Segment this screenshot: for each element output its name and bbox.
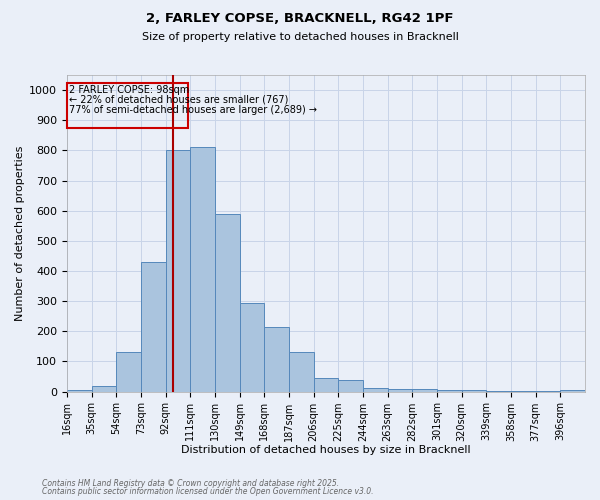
Bar [314, 378, 338, 392]
Text: Contains HM Land Registry data © Crown copyright and database right 2025.: Contains HM Land Registry data © Crown c… [42, 478, 339, 488]
Bar [92, 386, 116, 392]
Bar [487, 391, 511, 392]
Text: 2, FARLEY COPSE, BRACKNELL, RG42 1PF: 2, FARLEY COPSE, BRACKNELL, RG42 1PF [146, 12, 454, 26]
Text: 77% of semi-detached houses are larger (2,689) →: 77% of semi-detached houses are larger (… [70, 104, 317, 115]
Y-axis label: Number of detached properties: Number of detached properties [15, 146, 25, 321]
Bar [264, 327, 289, 392]
Text: ← 22% of detached houses are smaller (767): ← 22% of detached houses are smaller (76… [70, 95, 289, 105]
Bar [67, 83, 188, 128]
Bar [141, 262, 166, 392]
Bar [239, 302, 264, 392]
X-axis label: Distribution of detached houses by size in Bracknell: Distribution of detached houses by size … [181, 445, 471, 455]
Bar [437, 390, 461, 392]
Bar [363, 388, 388, 392]
Bar [190, 148, 215, 392]
Bar [289, 352, 314, 392]
Bar [67, 390, 92, 392]
Bar [166, 150, 190, 392]
Bar [338, 380, 363, 392]
Bar [461, 390, 487, 392]
Bar [388, 388, 412, 392]
Text: Size of property relative to detached houses in Bracknell: Size of property relative to detached ho… [142, 32, 458, 42]
Bar [215, 214, 239, 392]
Text: 2 FARLEY COPSE: 98sqm: 2 FARLEY COPSE: 98sqm [70, 86, 190, 96]
Bar [116, 352, 141, 392]
Bar [560, 390, 585, 392]
Text: Contains public sector information licensed under the Open Government Licence v3: Contains public sector information licen… [42, 487, 373, 496]
Bar [412, 389, 437, 392]
